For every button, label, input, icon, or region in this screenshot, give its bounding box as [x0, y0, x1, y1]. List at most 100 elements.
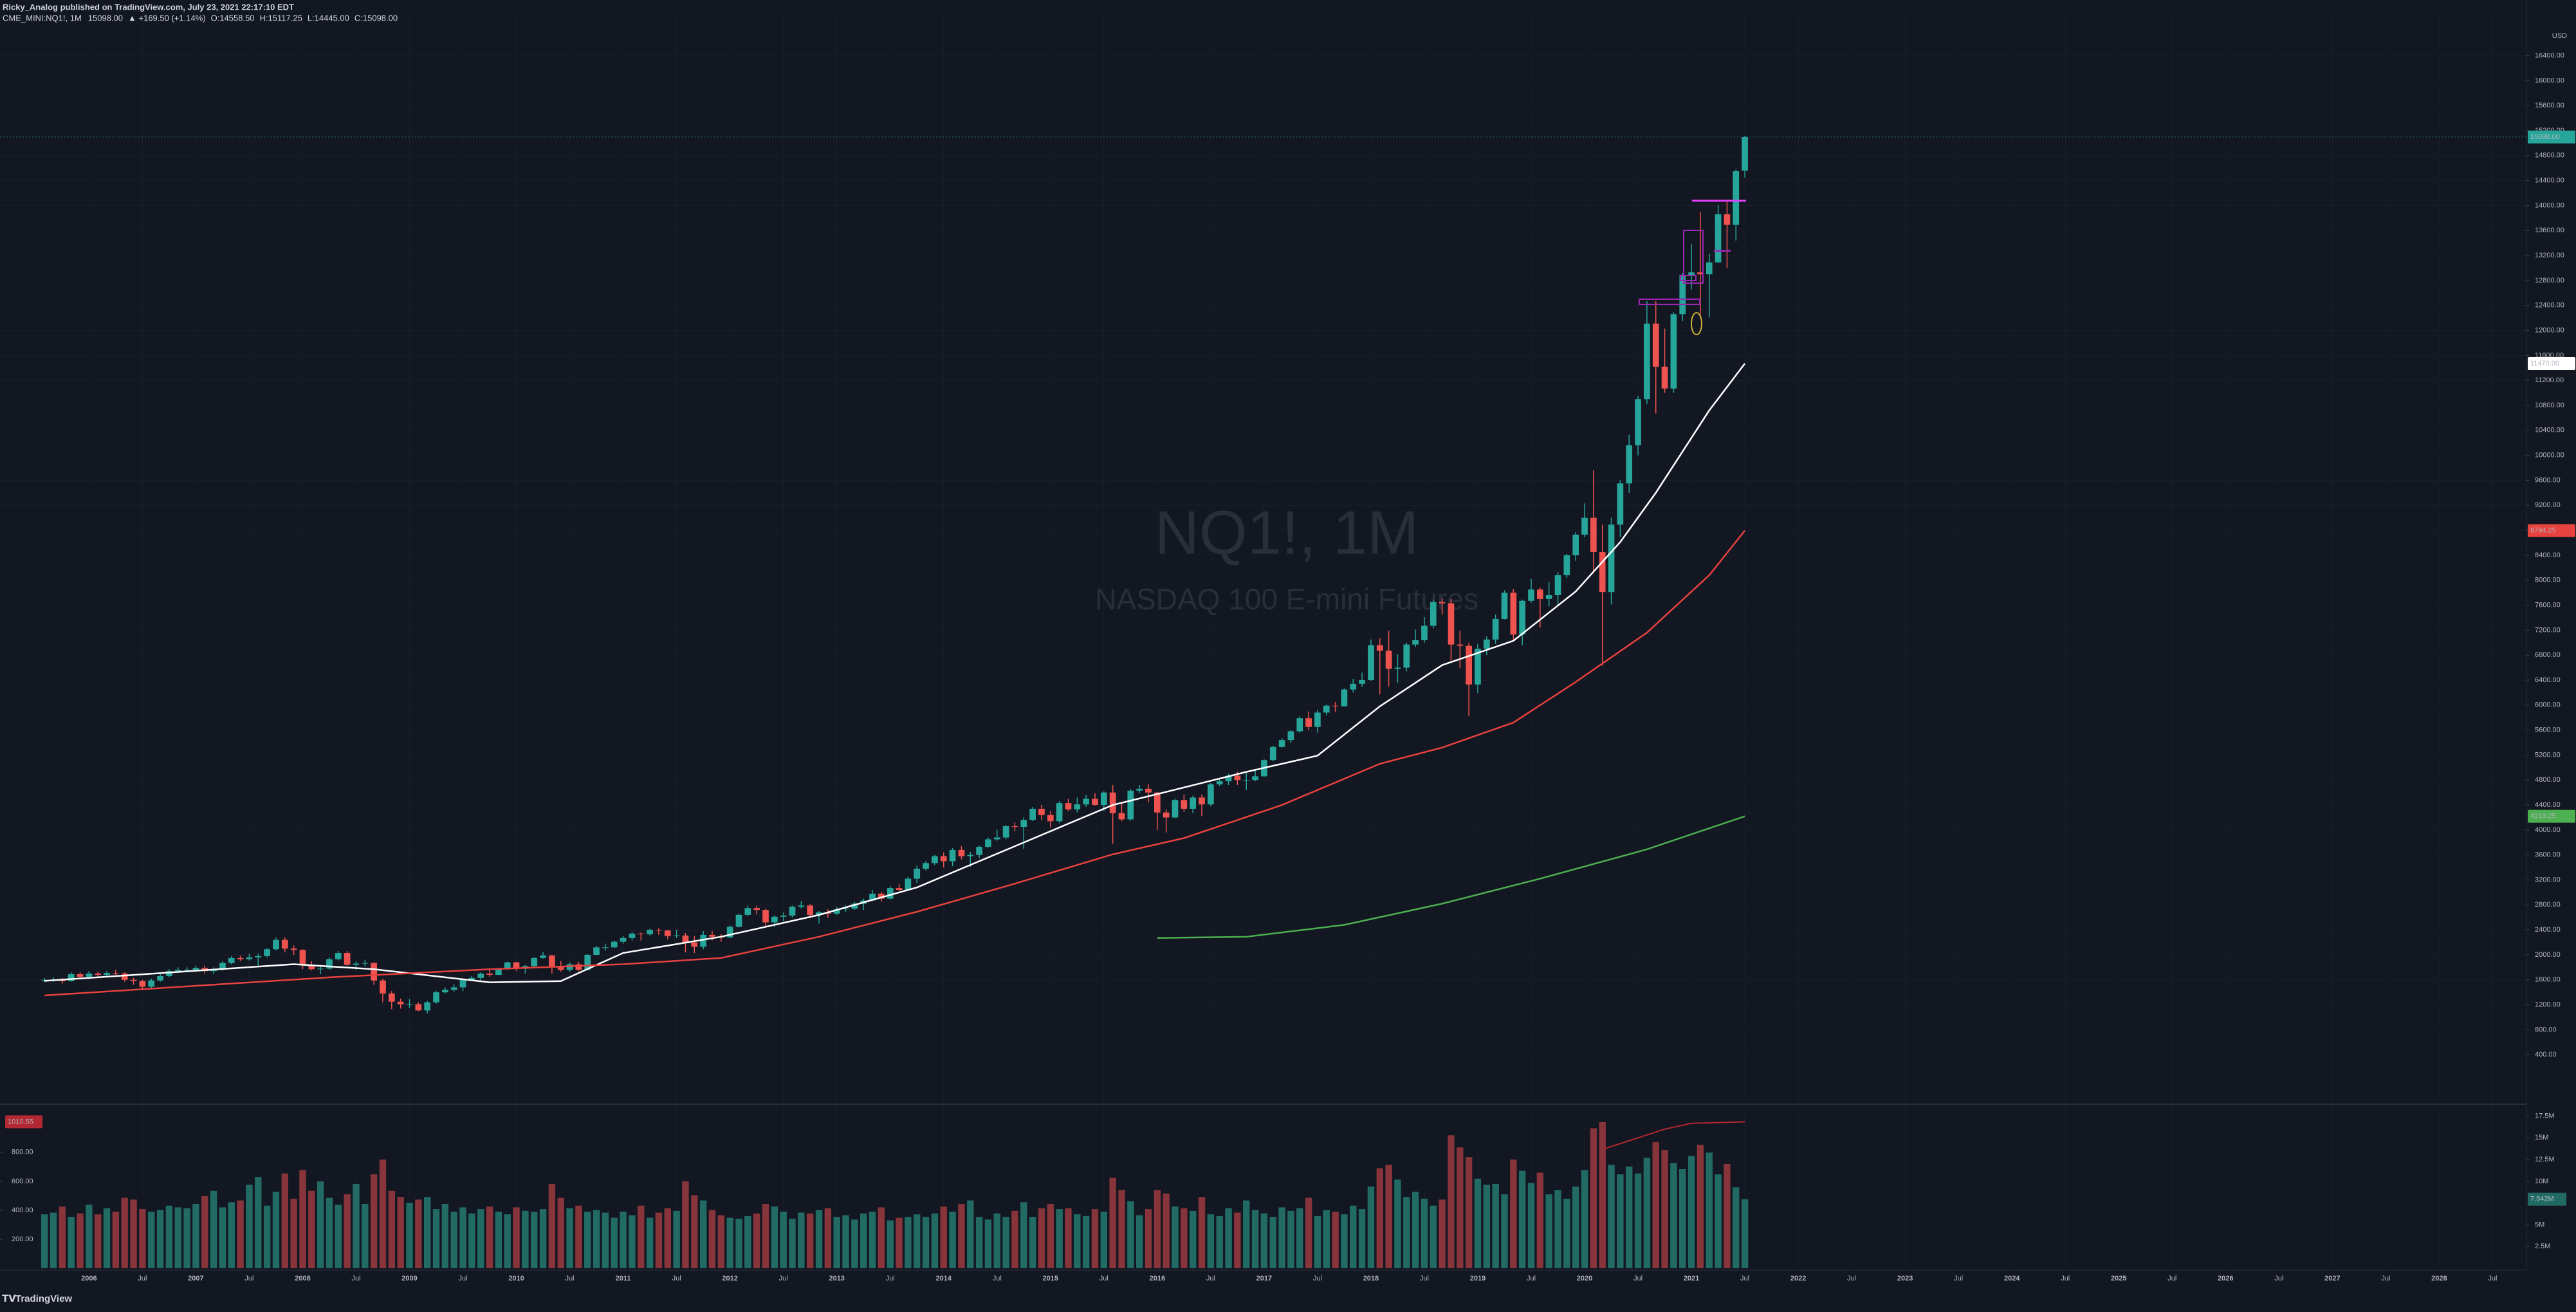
candle-body	[1252, 776, 1258, 781]
volume-bar	[744, 1215, 751, 1268]
candle-body	[86, 974, 93, 977]
volume-bar	[379, 1160, 387, 1268]
y-tick-label: 7600.00	[2535, 601, 2561, 609]
candle-body	[1448, 603, 1455, 645]
y-tick-label: 8400.00	[2535, 551, 2561, 559]
volume-bar	[602, 1212, 609, 1268]
candle-body	[353, 963, 360, 965]
moving-average	[1157, 815, 1745, 939]
candle-body	[362, 963, 369, 964]
volume-bar	[1688, 1156, 1695, 1268]
volume-bar	[1439, 1199, 1446, 1268]
x-tick-label: Jul	[1313, 1275, 1322, 1282]
candle-body	[993, 837, 1000, 840]
candle-body	[1359, 679, 1365, 684]
y-tick-label: 8000.00	[2535, 577, 2561, 584]
volume-bar	[1670, 1163, 1677, 1268]
volume-bar	[798, 1212, 805, 1268]
candle-body	[1661, 366, 1668, 389]
candle-body	[1599, 552, 1606, 593]
x-tick-label: 2025	[2111, 1275, 2126, 1282]
candle-body	[192, 968, 199, 970]
volume-bar	[1216, 1215, 1223, 1268]
candle-body	[1314, 712, 1321, 727]
candle-body	[397, 1001, 404, 1004]
candle-body	[1742, 136, 1748, 171]
candle-body	[700, 934, 706, 947]
candle-body	[1554, 575, 1561, 596]
y-tick-label: 11200.00	[2535, 376, 2564, 384]
volume-bar	[1385, 1165, 1392, 1268]
volume-bar	[905, 1217, 912, 1268]
volume-bar	[1314, 1215, 1321, 1268]
volume-bar	[851, 1219, 858, 1268]
candle-body	[869, 893, 876, 901]
candle-body	[406, 1004, 413, 1005]
drawing-box	[1683, 230, 1704, 284]
candle-body	[1100, 792, 1107, 806]
x-tick-label: Jul	[1099, 1275, 1109, 1282]
watermark-title: NQ1!, 1M	[1155, 498, 1419, 567]
volume-bar	[539, 1209, 547, 1268]
volume-bar	[1172, 1206, 1179, 1268]
candle-body	[1412, 640, 1419, 645]
candle-body	[1635, 399, 1641, 446]
volume-bar	[1457, 1147, 1464, 1268]
candle-body	[326, 959, 333, 969]
volume-bar	[1741, 1199, 1749, 1268]
volume-bar	[815, 1210, 823, 1268]
candle-body	[1163, 812, 1170, 818]
series-end-box	[2528, 356, 2575, 370]
candle-body	[1243, 780, 1250, 781]
series-end-box	[2528, 809, 2575, 823]
volume-bar	[441, 1204, 449, 1268]
volume-bar	[1038, 1208, 1045, 1268]
x-tick-label: 2022	[1790, 1275, 1806, 1282]
x-tick-label: Jul	[1740, 1275, 1749, 1282]
candle-body	[851, 903, 858, 909]
legend-value: H:15117.25	[260, 13, 302, 23]
candle-body	[477, 974, 484, 978]
candle-body	[1074, 804, 1081, 809]
x-tick-label: Jul	[2061, 1275, 2070, 1282]
brand: TradingView	[15, 1293, 72, 1304]
last-price-box	[2528, 130, 2575, 143]
volume-bar	[1234, 1212, 1241, 1268]
legend-line: CME_MINI:NQ1!, 1M	[3, 13, 82, 23]
volume-bar	[1403, 1197, 1410, 1268]
indicator-y-tick-label: 400.00	[12, 1206, 33, 1214]
volume-bar	[860, 1213, 867, 1268]
volume-bar	[59, 1206, 66, 1268]
volume-bar	[1118, 1190, 1125, 1268]
drawing-box	[1639, 299, 1700, 305]
candle-body	[1492, 618, 1499, 640]
volume-bar	[1145, 1209, 1152, 1268]
volume-bar	[638, 1205, 645, 1268]
series-end-label: 1010.55	[8, 1118, 33, 1125]
candle-body	[798, 905, 805, 907]
volume-bar	[370, 1174, 378, 1268]
candle-body	[450, 987, 457, 990]
candle-body	[442, 990, 448, 993]
candle-body	[1029, 808, 1036, 820]
candle-body	[789, 907, 796, 916]
volume-bar	[1474, 1178, 1482, 1268]
x-tick-label: 2021	[1684, 1275, 1699, 1282]
volume-bar	[869, 1212, 876, 1268]
candle-body	[1421, 625, 1428, 640]
x-tick-label: Jul	[138, 1275, 147, 1282]
candle-body	[335, 953, 342, 959]
candle-body	[887, 888, 894, 899]
volume-bar	[362, 1204, 369, 1268]
volume-bar	[326, 1197, 333, 1268]
volume-bar	[281, 1173, 288, 1268]
candle-body	[1199, 797, 1205, 805]
series-end-label: 11470.00	[2530, 360, 2559, 367]
volume-bar	[1367, 1186, 1375, 1268]
x-tick-label: 2010	[508, 1275, 524, 1282]
x-tick-label: Jul	[566, 1275, 575, 1282]
volume-bar	[1020, 1202, 1027, 1268]
candle-body	[1341, 689, 1348, 707]
x-tick-label: Jul	[2274, 1275, 2283, 1282]
volume-bar	[1243, 1200, 1250, 1268]
